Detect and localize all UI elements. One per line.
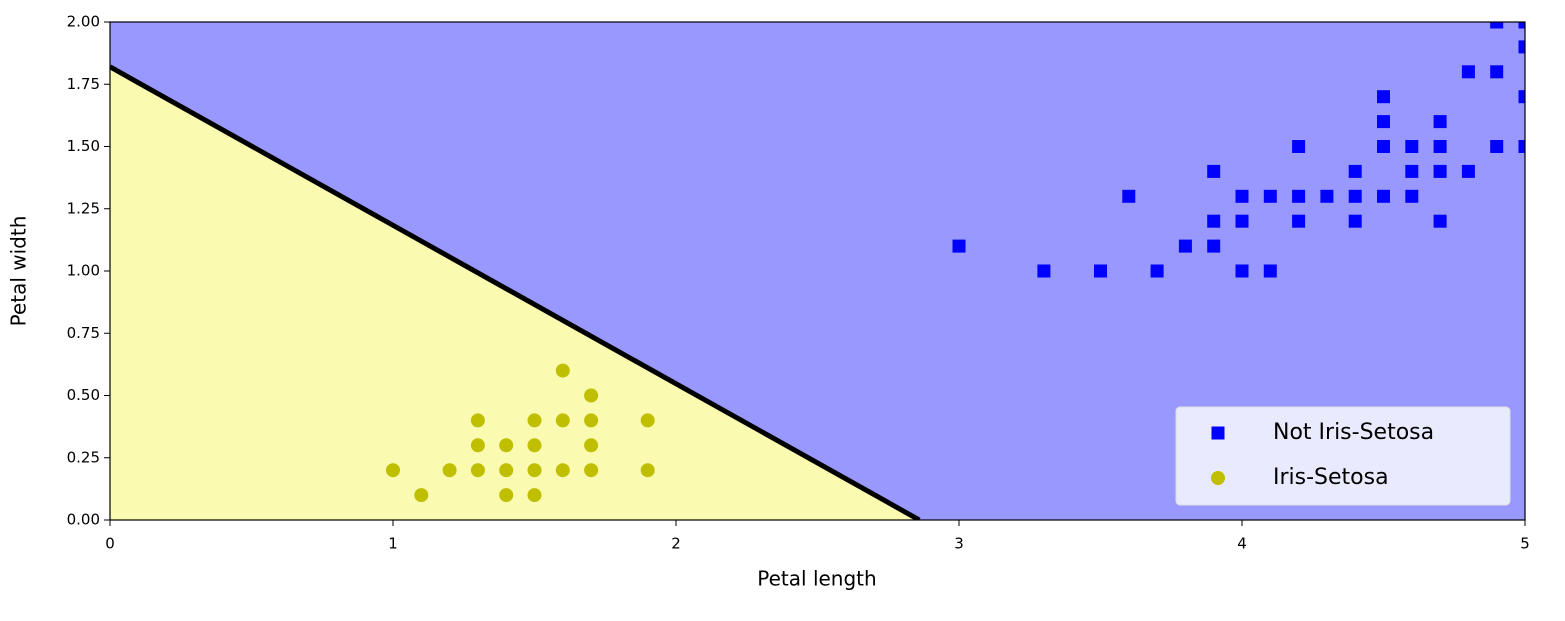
point <box>1518 140 1525 153</box>
legend-marker <box>1211 471 1225 485</box>
point <box>1405 140 1419 153</box>
point <box>1433 214 1447 228</box>
point <box>527 488 542 503</box>
y-tick-label: 0.75 <box>67 324 100 342</box>
x-tick-label: 4 <box>1237 535 1247 553</box>
x-tick-label: 1 <box>388 535 398 553</box>
point <box>584 463 599 478</box>
point <box>640 413 655 428</box>
y-tick-label: 1.75 <box>67 75 100 93</box>
point <box>1377 140 1390 153</box>
point <box>1292 140 1306 153</box>
point <box>499 488 514 503</box>
plot-area <box>110 22 1525 520</box>
point <box>1377 115 1390 129</box>
point <box>386 463 400 478</box>
point <box>555 413 570 428</box>
point <box>1348 189 1362 203</box>
point <box>584 438 599 453</box>
x-tick-label: 0 <box>105 535 115 553</box>
point <box>584 388 599 403</box>
point <box>1235 214 1249 228</box>
point <box>1490 65 1504 79</box>
x-tick-label: 2 <box>671 535 681 553</box>
legend-marker <box>1211 426 1225 440</box>
y-tick-label: 1.00 <box>67 262 100 280</box>
point <box>1037 264 1051 278</box>
point <box>442 463 457 478</box>
legend-label: Not Iris-Setosa <box>1273 420 1434 445</box>
point <box>1235 189 1249 203</box>
point <box>1348 214 1362 228</box>
point <box>1263 264 1277 278</box>
point <box>1348 164 1362 178</box>
point <box>1094 264 1107 278</box>
point <box>1461 164 1475 178</box>
point <box>1433 140 1447 153</box>
point <box>1518 40 1525 54</box>
point <box>584 413 599 428</box>
point <box>1518 90 1525 104</box>
point <box>1235 264 1249 278</box>
point <box>527 413 542 428</box>
point <box>555 363 570 378</box>
y-tick-label: 0.25 <box>67 448 100 466</box>
point <box>470 463 485 478</box>
point <box>470 413 485 428</box>
point <box>527 463 542 478</box>
point <box>1207 214 1221 228</box>
point <box>555 463 570 478</box>
point <box>1207 164 1221 178</box>
point <box>1461 65 1475 79</box>
point <box>1150 264 1164 278</box>
x-axis-label: Petal length <box>757 567 876 591</box>
decision-boundary <box>110 64 921 520</box>
point <box>499 463 514 478</box>
point <box>414 488 429 503</box>
point <box>1490 22 1504 29</box>
point <box>1405 189 1419 203</box>
x-tick-label: 3 <box>954 535 964 553</box>
legend-label: Iris-Setosa <box>1273 465 1389 490</box>
point <box>1433 164 1447 178</box>
point <box>1490 140 1504 153</box>
y-axis-label: Petal width <box>7 216 31 327</box>
point <box>1320 189 1334 203</box>
point <box>1263 189 1277 203</box>
y-tick-label: 0.50 <box>67 386 100 404</box>
point <box>952 239 966 253</box>
point <box>527 438 542 453</box>
point <box>470 438 485 453</box>
y-tick-label: 1.25 <box>67 199 100 217</box>
point <box>1377 189 1390 203</box>
point <box>1377 90 1390 104</box>
point <box>499 438 514 453</box>
point <box>1433 115 1447 129</box>
point <box>1518 22 1525 29</box>
point <box>1178 239 1192 253</box>
point <box>1292 189 1306 203</box>
y-tick-label: 1.50 <box>67 137 100 155</box>
legend-box <box>1175 406 1511 506</box>
y-tick-label: 2.00 <box>67 13 100 31</box>
point <box>1292 214 1306 228</box>
point <box>1122 189 1136 203</box>
y-tick-label: 0.00 <box>67 511 100 529</box>
point <box>640 463 655 478</box>
point <box>1207 239 1221 253</box>
x-tick-label: 5 <box>1520 535 1530 553</box>
point <box>1405 164 1419 178</box>
